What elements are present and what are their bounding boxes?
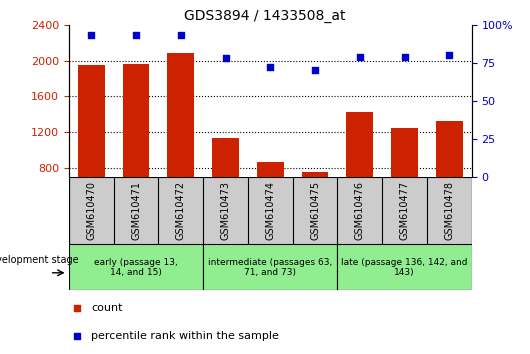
Point xyxy=(73,305,81,311)
Bar xyxy=(302,172,329,240)
Point xyxy=(356,54,364,59)
Point xyxy=(445,52,454,58)
Bar xyxy=(347,112,373,240)
Text: GSM610478: GSM610478 xyxy=(444,181,454,240)
Text: GSM610475: GSM610475 xyxy=(310,181,320,240)
Point xyxy=(87,33,95,38)
Text: development stage: development stage xyxy=(0,255,78,266)
Text: count: count xyxy=(91,303,122,313)
Text: late (passage 136, 142, and
143): late (passage 136, 142, and 143) xyxy=(341,258,468,277)
Text: GSM610471: GSM610471 xyxy=(131,181,141,240)
Text: GDS3894 / 1433508_at: GDS3894 / 1433508_at xyxy=(184,9,346,23)
Text: GSM610474: GSM610474 xyxy=(266,181,275,240)
Text: GSM610476: GSM610476 xyxy=(355,181,365,240)
Point xyxy=(176,33,185,38)
Point xyxy=(222,56,230,61)
Bar xyxy=(391,128,418,240)
Bar xyxy=(203,244,338,290)
Text: GSM610473: GSM610473 xyxy=(220,181,231,240)
Text: intermediate (passages 63,
71, and 73): intermediate (passages 63, 71, and 73) xyxy=(208,258,332,277)
Text: GSM610477: GSM610477 xyxy=(400,181,410,240)
Bar xyxy=(257,162,284,240)
Bar xyxy=(78,65,105,240)
Point xyxy=(311,68,319,73)
Bar xyxy=(436,121,463,240)
Bar xyxy=(167,53,194,240)
Bar xyxy=(212,138,239,240)
Point xyxy=(266,64,275,70)
Bar xyxy=(69,244,203,290)
Point xyxy=(400,54,409,59)
Text: GSM610472: GSM610472 xyxy=(176,181,186,240)
Bar xyxy=(338,244,472,290)
Point xyxy=(73,333,81,339)
Text: GSM610470: GSM610470 xyxy=(86,181,96,240)
Bar xyxy=(122,64,149,240)
Text: percentile rank within the sample: percentile rank within the sample xyxy=(91,331,279,341)
Point xyxy=(132,33,140,38)
Text: early (passage 13,
14, and 15): early (passage 13, 14, and 15) xyxy=(94,258,178,277)
